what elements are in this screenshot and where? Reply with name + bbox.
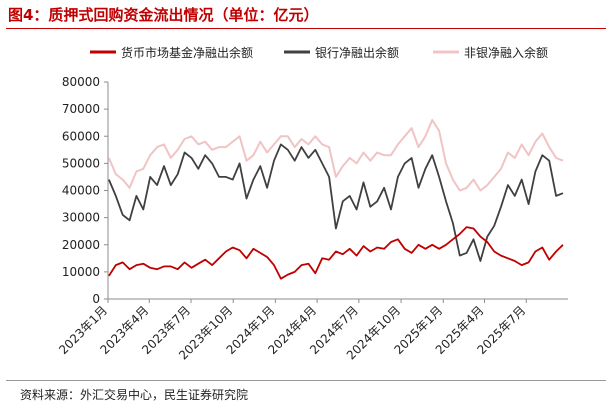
y-tick-label: 20000 xyxy=(62,238,100,252)
y-tick-label: 40000 xyxy=(62,184,100,198)
chart-title: 图4：质押式回购资金流出情况（单位：亿元） xyxy=(8,6,319,24)
legend-label-money-market: 货币市场基金净融出余额 xyxy=(121,45,253,60)
y-axis: 0 10000 20000 30000 40000 50000 60000 70000 8000… xyxy=(62,75,109,306)
y-tick-label: 80000 xyxy=(62,75,100,89)
series-line-non-bank xyxy=(107,119,564,192)
series-line-money-market xyxy=(108,226,564,280)
y-tick-label: 70000 xyxy=(62,102,100,116)
series-line-bank xyxy=(108,143,564,262)
title-divider xyxy=(6,28,606,29)
source-note: 资料来源：外汇交易中心，民生证券研究院 xyxy=(20,388,249,402)
source-divider xyxy=(6,380,606,381)
plot-lines xyxy=(107,119,564,280)
legend-label-non-bank: 非银净融入余额 xyxy=(464,45,548,60)
legend-label-bank: 银行净融出余额 xyxy=(315,45,399,60)
x-axis: 2023年1月2023年4月2023年7月2023年10月2024年1月2024… xyxy=(56,298,568,362)
line-chart: 货币市场基金净融出余额 银行净融出余额 非银净融入余额 0 10000 20000 3… xyxy=(56,45,568,362)
y-tick-label: 30000 xyxy=(62,211,100,225)
y-tick-label: 50000 xyxy=(62,156,100,170)
legend: 货币市场基金净融出余额 银行净融出余额 非银净融入余额 xyxy=(90,45,548,60)
y-tick-label: 60000 xyxy=(62,129,100,143)
y-tick-label: 10000 xyxy=(62,265,100,279)
y-tick-label: 0 xyxy=(92,292,100,306)
